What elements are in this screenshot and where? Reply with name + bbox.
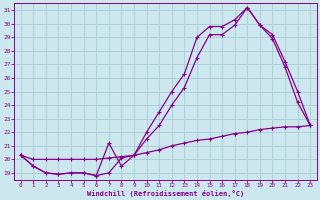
- X-axis label: Windchill (Refroidissement éolien,°C): Windchill (Refroidissement éolien,°C): [87, 190, 244, 197]
